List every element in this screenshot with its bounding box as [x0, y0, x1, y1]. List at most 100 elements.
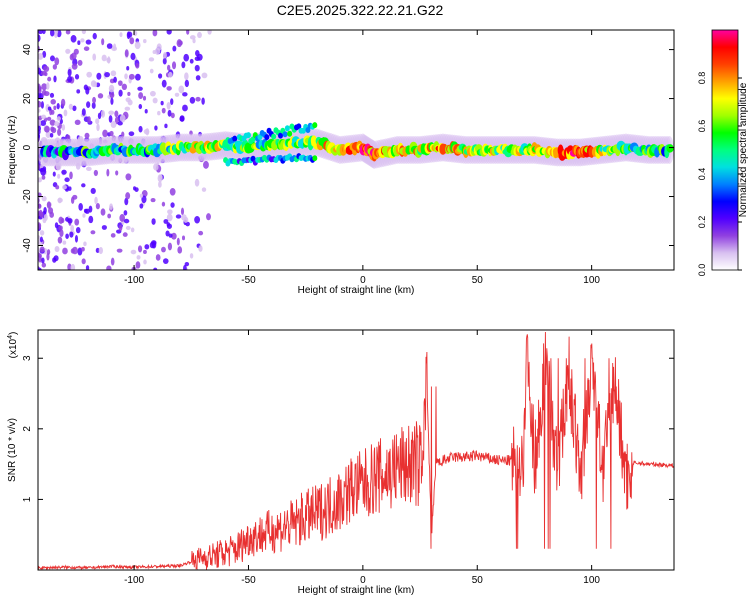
- spectrogram-speckle: [57, 173, 61, 179]
- spectrogram-speckle: [44, 125, 50, 133]
- spectrogram-speckle: [206, 213, 211, 221]
- spectrogram-speckle: [180, 207, 185, 216]
- spectrogram-speckle: [174, 92, 180, 97]
- spectrogram-speckle: [166, 30, 172, 35]
- spectrogram-speckle: [41, 257, 45, 264]
- spectrogram-speckle: [53, 75, 57, 83]
- spectrogram-speckle: [108, 115, 113, 123]
- spectrogram-speckle: [166, 86, 172, 91]
- spectrogram-speckle: [50, 30, 55, 37]
- spectrogram-speckle: [56, 116, 61, 122]
- spectrogram-speckle: [98, 247, 104, 255]
- spectrogram-speckle: [65, 30, 71, 35]
- spectrogram-speckle: [83, 241, 87, 247]
- spectrogram-speckle: [170, 98, 174, 105]
- spectrogram-speckle: [148, 57, 155, 62]
- colorbar-tick-label: 0.0: [697, 264, 707, 277]
- spectrogram-speckle: [84, 132, 90, 139]
- spectrogram-speckle: [138, 125, 143, 133]
- spectrogram-branch-cell: [223, 141, 229, 148]
- spectrogram-speckle: [101, 54, 107, 62]
- spectrogram-speckle: [119, 214, 126, 222]
- spectrogram-speckle: [125, 173, 132, 181]
- spectrogram-speckle: [127, 91, 131, 97]
- spectrogram-speckle: [203, 160, 209, 169]
- spectrogram-speckle: [81, 108, 86, 116]
- spectrogram-speckle: [201, 72, 208, 79]
- spectrogram-speckle: [110, 70, 117, 77]
- spectrogram-speckle: [38, 93, 44, 100]
- spectrogram-speckle: [69, 171, 73, 180]
- spectrogram-speckle: [143, 259, 147, 265]
- spectrogram-speckle: [92, 96, 96, 104]
- spectrogram-speckle: [135, 62, 140, 69]
- spectrogram-speckle: [78, 203, 83, 211]
- spectrogram-speckle: [64, 177, 70, 183]
- spectrogram-speckle: [165, 230, 170, 237]
- spectrogram-speckle: [58, 216, 64, 224]
- spectrogram-speckle: [71, 52, 77, 60]
- spectrogram-speckle: [61, 124, 66, 131]
- spectrogram-speckle: [113, 43, 117, 50]
- snr-panel: -100 -50 0 50 100 1 2 3 Height of straight lin…: [7, 329, 675, 596]
- spectrogram-speckle: [171, 232, 177, 240]
- spectrogram-speckle: [201, 97, 205, 105]
- spectrogram-speckle: [45, 131, 51, 138]
- spectrogram-speckle: [113, 76, 117, 83]
- spectrogram-speckle: [65, 233, 69, 239]
- spectrogram-speckle: [134, 41, 141, 50]
- x-tick-label: -50: [241, 575, 256, 586]
- spectrogram-speckle: [70, 263, 76, 270]
- spectrogram-speckle: [49, 55, 56, 62]
- spectrogram-speckle: [96, 123, 100, 132]
- spectrogram-speckle: [38, 267, 42, 270]
- spectrogram-speckle: [75, 227, 81, 234]
- spectrogram-branch-cell: [284, 125, 290, 132]
- spectrogram-speckle: [54, 121, 60, 127]
- spectrogram-speckle: [110, 120, 117, 129]
- spectrogram-speckle: [171, 61, 177, 70]
- x-tick-label: -100: [124, 575, 144, 586]
- spectrogram-speckle: [189, 96, 196, 104]
- spectrogram-speckle: [185, 221, 190, 227]
- spectrogram-speckle: [53, 255, 59, 262]
- spectrogram-speckle: [108, 110, 115, 115]
- spectrogram-speckle: [139, 193, 144, 198]
- spectrogram-speckle: [74, 234, 78, 243]
- spectrogram-speckle: [61, 169, 67, 175]
- spectrogram-speckle: [110, 233, 116, 238]
- spectrogram-ylabel: Frequency (Hz): [7, 116, 18, 185]
- spectrogram-branch-cell: [296, 123, 302, 130]
- spectrogram-speckle: [192, 38, 196, 44]
- spectrogram-speckle: [151, 218, 156, 225]
- spectrogram-speckle: [50, 109, 55, 115]
- spectrogram-speckle: [153, 163, 159, 171]
- spectrogram-speckle: [85, 166, 92, 171]
- spectrogram-speckle: [41, 195, 47, 202]
- spectrogram-speckle: [52, 64, 58, 70]
- spectrogram-speckle: [144, 108, 148, 114]
- spectrogram-speckle: [91, 102, 96, 109]
- colorbar-tick-label: 0.6: [697, 120, 707, 133]
- spectrogram-speckle: [149, 68, 154, 74]
- spectrogram-speckle: [38, 53, 44, 60]
- spectrogram-speckle: [74, 119, 81, 126]
- spectrogram-speckle: [70, 196, 75, 204]
- spectrogram-speckle: [143, 129, 150, 135]
- spectrogram-speckle: [130, 52, 136, 61]
- spectrogram-speckle: [130, 227, 135, 233]
- spectrogram-speckle: [152, 49, 157, 55]
- spectrogram-speckle: [175, 214, 182, 219]
- spectrogram-speckle: [56, 103, 60, 110]
- spectrogram-speckle: [67, 186, 72, 191]
- spectrogram-speckle: [49, 132, 54, 138]
- spectrogram-speckle: [40, 70, 47, 76]
- spectrogram-speckle: [126, 66, 130, 71]
- spectrogram-speckle: [57, 197, 63, 203]
- spectrogram-speckle: [67, 263, 72, 270]
- spectrogram-speckle: [167, 64, 171, 71]
- spectrogram-speckle: [184, 79, 190, 88]
- spectrogram-ridge-cell: [666, 144, 674, 153]
- spectrogram-branch-cell: [245, 132, 251, 139]
- spectrogram-speckle: [39, 211, 44, 218]
